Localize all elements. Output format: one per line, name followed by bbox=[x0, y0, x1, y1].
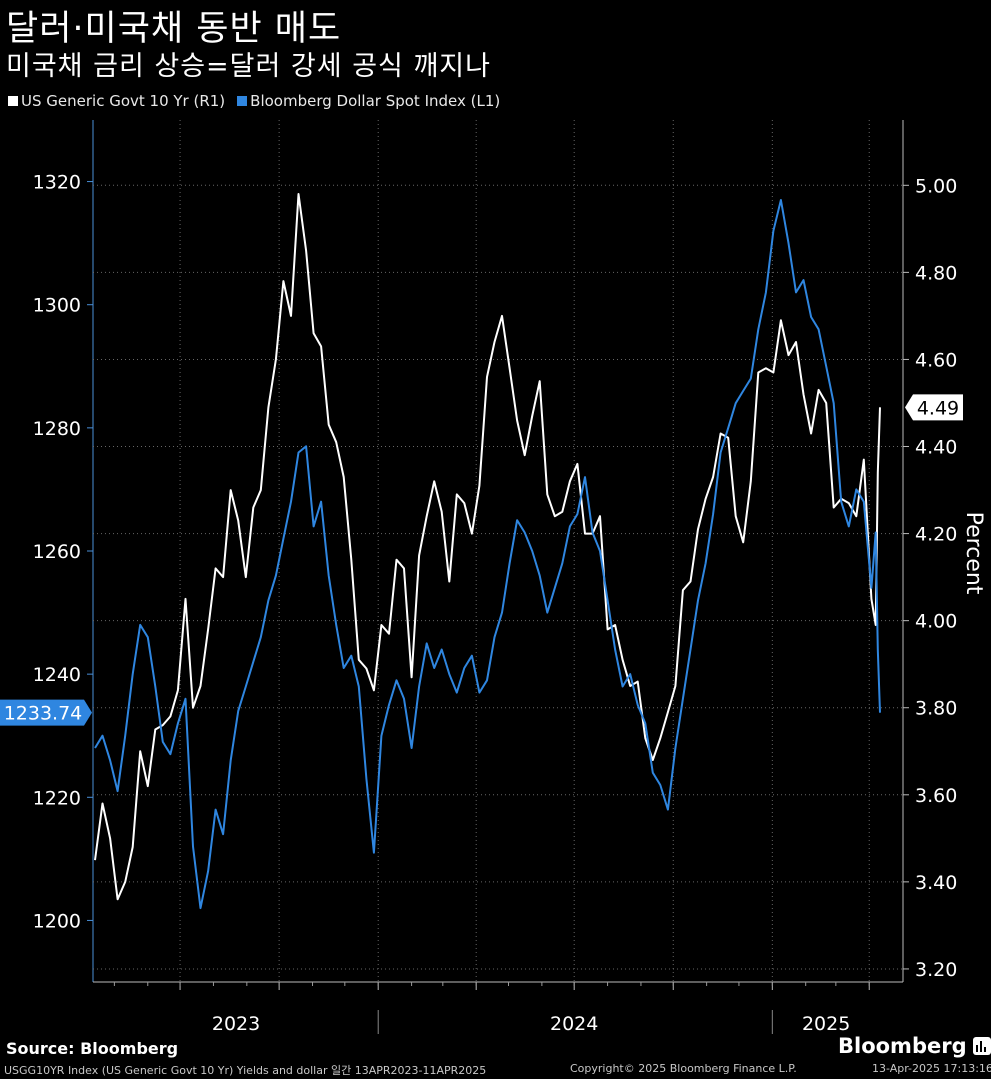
footnote-copyright: Copyright© 2025 Bloomberg Finance L.P. bbox=[570, 1062, 797, 1075]
bloomberg-logo: Bloomberg bbox=[838, 1034, 991, 1058]
right-tick-label: 4.00 bbox=[915, 611, 957, 633]
left-tick-label: 1300 bbox=[33, 295, 81, 317]
left-tick-label: 1240 bbox=[33, 664, 81, 686]
last-value-label-us10y: 4.49 bbox=[917, 397, 959, 419]
chart-legend: US Generic Govt 10 Yr (R1) Bloomberg Dol… bbox=[8, 92, 500, 110]
right-tick-label: 4.20 bbox=[915, 524, 957, 546]
x-tick-label-2024: 2024 bbox=[550, 1013, 598, 1035]
right-tick-label: 4.40 bbox=[915, 437, 957, 459]
bloomberg-terminal-icon bbox=[972, 1037, 991, 1055]
source-note: Source: Bloomberg bbox=[6, 1039, 179, 1058]
right-tick-label: 3.40 bbox=[915, 872, 957, 894]
series-line-dollar-index[interactable] bbox=[94, 199, 881, 910]
left-tick-label: 1200 bbox=[33, 910, 81, 932]
left-tick-label: 1280 bbox=[33, 418, 81, 440]
last-value-tag-us10y bbox=[905, 394, 963, 421]
legend-swatch-dollar-index bbox=[237, 96, 248, 106]
last-value-label-dollar-index: 1233.74 bbox=[4, 703, 83, 725]
right-axis-title: Percent bbox=[961, 512, 986, 595]
chart-subtitle: 미국채 금리 상승=달러 강세 공식 깨지나 bbox=[6, 51, 491, 82]
legend-swatch-us10y bbox=[8, 96, 18, 106]
right-tick-label: 3.20 bbox=[915, 959, 957, 981]
left-tick-label: 1320 bbox=[33, 172, 81, 194]
series-line-us10y[interactable] bbox=[94, 193, 881, 901]
right-tick-label: 5.00 bbox=[915, 175, 957, 197]
x-tick-label-2023: 2023 bbox=[212, 1013, 260, 1035]
right-tick-label: 4.60 bbox=[915, 349, 957, 371]
left-tick-label: 1260 bbox=[33, 541, 81, 563]
footnote-timestamp: 13-Apr-2025 17:13:16 bbox=[872, 1062, 991, 1075]
x-tick-label-2025: 2025 bbox=[802, 1013, 850, 1035]
legend-label-dollar-index: Bloomberg Dollar Spot Index (L1) bbox=[250, 92, 501, 110]
chart-title: 달러·미국채 동반 매도 bbox=[6, 9, 342, 49]
left-tick-label: 1220 bbox=[33, 787, 81, 809]
legend-item-dollar-index[interactable]: Bloomberg Dollar Spot Index (L1) bbox=[237, 92, 500, 110]
legend-item-us10y[interactable]: US Generic Govt 10 Yr (R1) bbox=[8, 92, 225, 110]
right-tick-label: 4.80 bbox=[915, 262, 957, 284]
legend-label-us10y: US Generic Govt 10 Yr (R1) bbox=[21, 92, 226, 110]
right-tick-label: 3.80 bbox=[915, 698, 957, 720]
brand-name: Bloomberg bbox=[838, 1034, 967, 1058]
right-tick-label: 3.60 bbox=[915, 785, 957, 807]
last-value-tag-dollar-index bbox=[0, 699, 92, 726]
footnote-series: USGG10YR Index (US Generic Govt 10 Yr) Y… bbox=[4, 1064, 487, 1077]
